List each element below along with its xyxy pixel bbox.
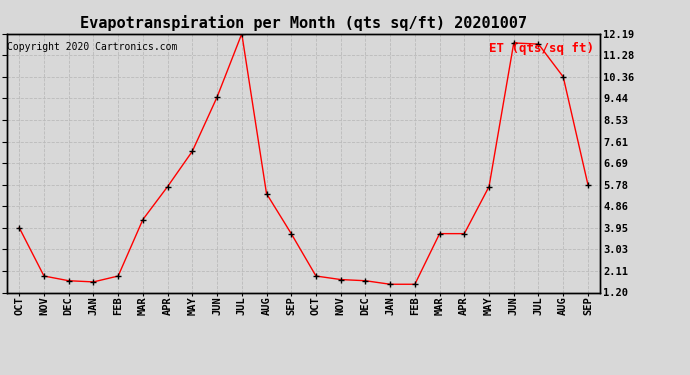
Title: Evapotranspiration per Month (qts sq/ft) 20201007: Evapotranspiration per Month (qts sq/ft)… bbox=[80, 15, 527, 31]
Text: ET (qts/sq ft): ET (qts/sq ft) bbox=[489, 42, 594, 54]
Text: Copyright 2020 Cartronics.com: Copyright 2020 Cartronics.com bbox=[8, 42, 178, 51]
